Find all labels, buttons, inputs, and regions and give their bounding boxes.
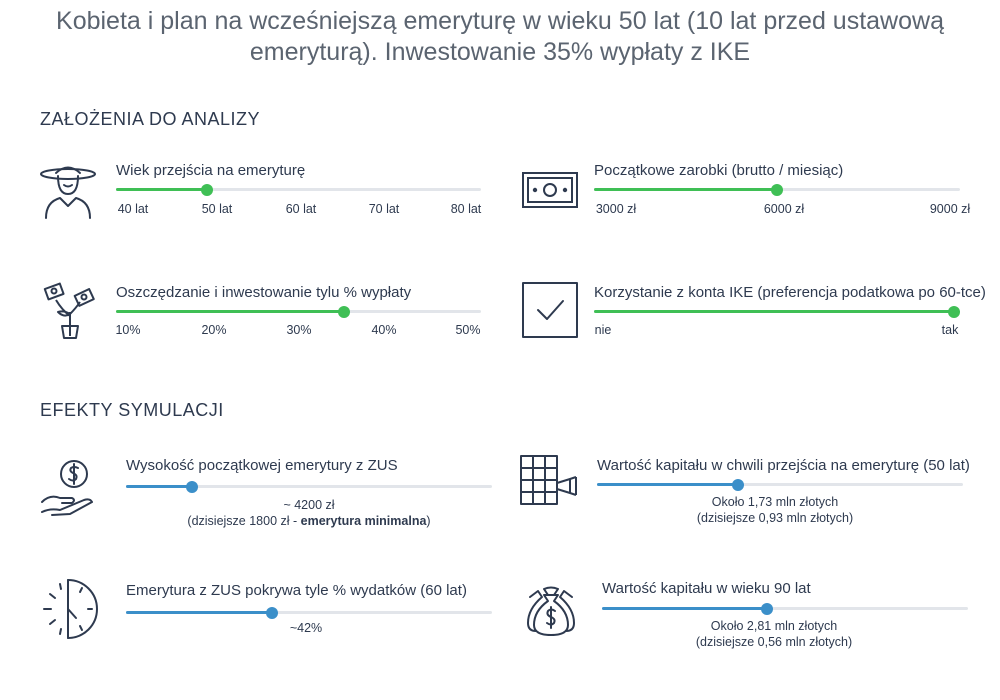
pension-bar-track [126,480,492,493]
saving-tick-50: 50% [455,323,481,337]
pension-note-detail: (dzisiejsze 1800 zł - emerytura minimaln… [126,513,492,529]
checkbox-icon [522,282,578,338]
banknote-icon [522,172,578,208]
salary-slider-label: Początkowe zarobki (brutto / miesiąc) [594,162,844,179]
ike-tick-no: nie [594,323,612,337]
pension-bar-knob [185,480,198,493]
age-slider-track[interactable] [116,183,481,196]
section-effects-heading: EFEKTY SYMULACJI [40,400,224,420]
capital-90-label: Wartość kapitału w wieku 90 lat [602,580,811,597]
capital-90-note-detail: (dzisiejsze 0,56 mln złotych) [695,635,853,649]
salary-tick-3000: 3000 zł [595,202,637,216]
money-bags-icon [527,586,575,636]
pension-note-detail-prefix: (dzisiejsze 1800 zł - [187,514,301,528]
age-tick-70: 70 lat [368,202,400,216]
capital-90-note: Około 2,81 mln złotych (dzisiejsze 0,56 … [602,618,946,650]
capital-retire-note: Około 1,73 mln złotych (dzisiejsze 0,93 … [597,494,953,526]
page-title: Kobieta i plan na wcześniejszą emeryturę… [20,6,980,68]
money-plant-icon [43,282,95,339]
coverage-bar-track [126,606,492,619]
saving-slider-fill [116,310,345,313]
pension-note-detail-bold: emerytura minimalna [300,514,427,528]
coverage-bar-fill [126,611,273,614]
page-title-line-2: emeryturą). Inwestowanie 35% wypłaty z I… [249,38,751,66]
age-tick-60: 60 lat [285,202,317,216]
salary-slider-knob[interactable] [771,183,783,196]
saving-tick-20: 20% [201,323,227,337]
ike-tick-yes: tak [941,323,959,337]
salary-slider-track[interactable] [594,183,960,196]
coverage-note: ~42% [246,620,366,636]
ike-slider-knob[interactable] [948,305,960,318]
capital-90-bar-track [602,602,968,615]
clock-icon [43,579,98,639]
capital-retire-note-detail: (dzisiejsze 0,93 mln złotych) [696,511,854,525]
coverage-label: Emerytura z ZUS pokrywa tyle % wydatków … [126,582,467,599]
pension-note: ~ 4200 zł (dzisiejsze 1800 zł - emerytur… [126,497,492,529]
capital-retire-note-amount: Około 1,73 mln złotych [711,495,839,509]
age-slider-label: Wiek przejścia na emeryturę [116,162,306,179]
pension-note-detail-suffix: ) [426,514,431,528]
age-slider-knob[interactable] [201,183,214,196]
ike-slider-label: Korzystanie z konta IKE (preferencja pod… [594,284,986,301]
age-tick-40: 40 lat [117,202,149,216]
capital-retire-bar-fill [597,483,738,486]
capital-retire-bar-knob [731,478,744,491]
page-title-line-1: Kobieta i plan na wcześniejszą emeryturę… [56,7,944,35]
salary-slider-fill [594,188,777,191]
age-slider-fill [116,188,208,191]
saving-tick-10: 10% [115,323,141,337]
salary-tick-6000: 6000 zł [763,202,805,216]
age-tick-80: 80 lat [450,202,482,216]
vault-icon [520,455,577,505]
capital-90-bar-knob [760,602,773,615]
coverage-bar-knob [266,606,279,619]
ike-slider-track[interactable] [594,305,960,318]
saving-slider-label: Oszczędzanie i inwestowanie tylu % wypła… [116,284,412,301]
woman-icon [40,166,96,219]
pension-bar-fill [126,485,192,488]
age-tick-50: 50 lat [201,202,233,216]
hand-coin-icon [41,460,93,516]
ike-slider-fill [594,310,954,313]
coverage-note-amount: ~42% [289,621,323,635]
capital-retire-label: Wartość kapitału w chwili przejścia na e… [597,457,970,474]
pension-label: Wysokość początkowej emerytury z ZUS [126,457,398,474]
capital-retire-bar-track [597,478,963,491]
saving-tick-30: 30% [286,323,312,337]
pension-note-amount: ~ 4200 zł [283,498,335,512]
capital-90-bar-fill [602,607,767,610]
capital-90-note-amount: Około 2,81 mln złotych [710,619,838,633]
saving-slider-knob[interactable] [338,305,351,318]
saving-tick-40: 40% [371,323,397,337]
section-assumptions-heading: ZAŁOŻENIA DO ANALIZY [40,109,261,129]
salary-tick-9000: 9000 zł [929,202,971,216]
saving-slider-track[interactable] [116,305,481,318]
